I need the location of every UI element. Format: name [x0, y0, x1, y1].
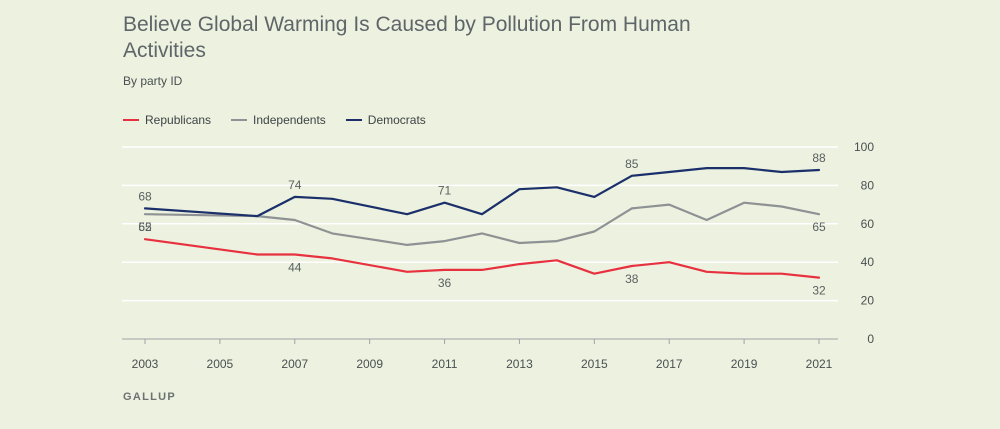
data-label-democrats-2021: 88 [812, 151, 826, 165]
x-tick-label-2005: 2005 [207, 357, 234, 371]
legend-swatch-democrats [345, 119, 362, 121]
x-tick-label-2007: 2007 [281, 357, 308, 371]
gridlines [122, 146, 838, 340]
x-tick-label-2003: 2003 [132, 357, 159, 371]
data-label-democrats-2011: 71 [438, 184, 452, 198]
chart-title: Believe Global Warming Is Caused by Poll… [123, 13, 691, 62]
data-label-republicans-2003: 52 [138, 220, 152, 234]
data-labels: 52 44 36 38 32 65 65 68 74 71 85 88 [138, 151, 826, 298]
legend: Republicans Independents Democrats [123, 113, 426, 127]
x-tick-label-2009: 2009 [356, 357, 383, 371]
x-tick-label-2019: 2019 [731, 357, 758, 371]
x-tick-label-2011: 2011 [432, 357, 458, 371]
chart-subtitle: By party ID [123, 74, 183, 88]
y-tick-label-40: 40 [861, 255, 875, 269]
legend-swatch-republicans [123, 119, 139, 121]
data-label-republicans-2011: 36 [438, 276, 452, 290]
series-line-independents [143, 201, 821, 246]
series-lines [143, 167, 821, 279]
data-label-republicans-2021: 32 [812, 284, 826, 298]
data-label-republicans-2016: 38 [625, 272, 639, 286]
data-label-independents-2003: 65 [138, 220, 152, 234]
x-tick-label-2017: 2017 [656, 357, 683, 371]
source-label: GALLUP [123, 391, 177, 403]
legend-item-republicans: Republicans [123, 113, 211, 127]
data-label-democrats-2003: 68 [138, 189, 152, 203]
x-axis: 2003 2005 2007 2009 2011 2013 2015 2017 2019 2021 [132, 339, 833, 371]
legend-swatch-independents [231, 119, 248, 121]
x-tick-label-2013: 2013 [506, 357, 533, 371]
x-tick-label-2015: 2015 [581, 357, 608, 371]
series-line-democrats [143, 167, 821, 218]
legend-label-republicans: Republicans [145, 113, 212, 127]
data-label-republicans-2007: 44 [288, 261, 302, 275]
legend-item-democrats: Democrats [345, 113, 426, 127]
y-tick-label-60: 60 [861, 217, 875, 231]
data-label-independents-2021: 65 [812, 220, 826, 234]
x-tick-label-2021: 2021 [806, 357, 833, 371]
legend-label-democrats: Democrats [367, 113, 426, 127]
series-line-republicans [143, 238, 821, 279]
legend-item-independents: Independents [231, 113, 326, 127]
y-axis: 0 20 40 60 80 100 [854, 140, 874, 346]
y-tick-label-20: 20 [861, 294, 875, 308]
y-tick-label-80: 80 [861, 178, 875, 192]
legend-label-independents: Independents [253, 113, 326, 127]
data-label-democrats-2007: 74 [288, 178, 302, 192]
y-tick-label-0: 0 [867, 332, 874, 346]
y-tick-label-100: 100 [854, 140, 874, 154]
data-label-democrats-2016: 85 [625, 157, 639, 171]
